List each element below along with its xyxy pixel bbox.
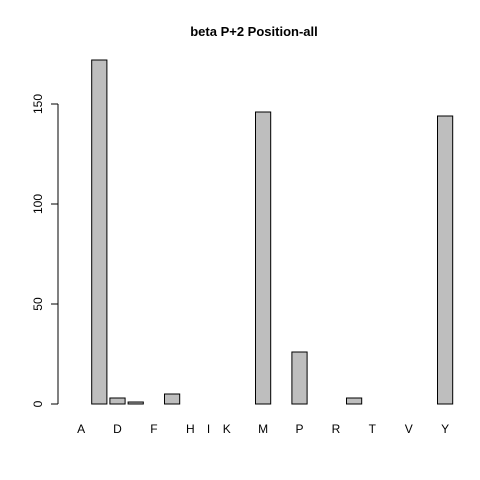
x-tick-label-Y: Y bbox=[441, 422, 449, 436]
y-axis: 0 50 100 150 bbox=[31, 94, 59, 407]
x-tick-label-V: V bbox=[405, 422, 413, 436]
bar-M bbox=[255, 111, 272, 405]
x-tick-label-M: M bbox=[258, 422, 268, 436]
x-tick-label-T: T bbox=[369, 422, 377, 436]
bar-C bbox=[91, 59, 108, 405]
y-tick-label: 100 bbox=[31, 194, 45, 214]
x-tick-label-H: H bbox=[186, 422, 195, 436]
bar-E bbox=[127, 401, 144, 405]
bar-P bbox=[291, 351, 308, 405]
bar-Y bbox=[437, 115, 454, 405]
x-tick-label-R: R bbox=[332, 422, 341, 436]
x-tick-label-I: I bbox=[207, 422, 210, 436]
x-tick-label-F: F bbox=[150, 422, 157, 436]
y-tick-label: 0 bbox=[31, 400, 45, 407]
chart-title: beta P+2 Position-all bbox=[190, 24, 318, 39]
x-tick-label-D: D bbox=[113, 422, 122, 436]
y-tick-label: 50 bbox=[31, 297, 45, 311]
x-tick-label-K: K bbox=[223, 422, 231, 436]
bar-D bbox=[109, 397, 126, 405]
bar-G bbox=[164, 393, 181, 405]
x-tick-label-A: A bbox=[77, 422, 85, 436]
y-tick-label: 150 bbox=[31, 94, 45, 114]
x-tick-label-P: P bbox=[295, 422, 303, 436]
bars bbox=[91, 59, 454, 405]
bar-S bbox=[346, 397, 363, 405]
